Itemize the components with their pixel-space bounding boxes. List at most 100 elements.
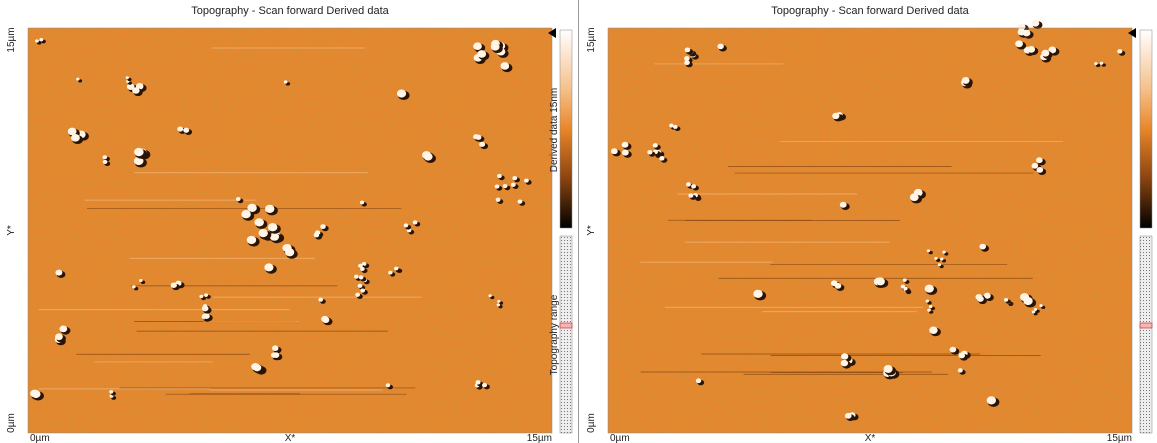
particle-highlight xyxy=(204,293,208,296)
particle-highlight xyxy=(835,283,842,289)
particle-highlight xyxy=(1015,40,1023,47)
particle-highlight xyxy=(503,184,508,188)
particle-highlight xyxy=(1036,157,1043,163)
scan-texture xyxy=(28,28,552,433)
particle-highlight xyxy=(1041,50,1049,57)
particle-highlight xyxy=(1023,297,1032,305)
particle-highlight xyxy=(359,275,364,279)
particle-highlight xyxy=(264,263,273,271)
particle-highlight xyxy=(199,295,203,298)
y-axis-label: 15µm xyxy=(586,27,597,52)
particle-highlight xyxy=(497,303,500,306)
particle-highlight xyxy=(841,353,848,359)
particle-highlight xyxy=(476,380,481,384)
particle-highlight xyxy=(354,275,359,279)
particle-highlight xyxy=(832,113,839,119)
particle-highlight xyxy=(202,306,209,312)
particle-highlight xyxy=(841,360,848,366)
particle-highlight xyxy=(394,267,398,271)
y-axis-label: Y* xyxy=(586,225,597,236)
particle-highlight xyxy=(942,251,945,254)
particle-highlight xyxy=(1027,46,1035,53)
y-axis-label: 0µm xyxy=(6,413,17,433)
y-axis-label: Y* xyxy=(6,225,17,236)
particle-highlight xyxy=(76,78,79,81)
particle-highlight xyxy=(1032,311,1035,314)
particle-highlight xyxy=(35,39,39,42)
particle-highlight xyxy=(273,352,279,358)
particle-highlight xyxy=(388,271,392,275)
particle-highlight xyxy=(55,270,62,276)
particle-highlight xyxy=(318,298,323,302)
particle-highlight xyxy=(253,364,261,371)
particle-highlight xyxy=(103,160,108,164)
particle-highlight xyxy=(265,205,274,213)
x-axis-label: 15µm xyxy=(1107,433,1132,443)
particle-highlight xyxy=(753,290,762,298)
particle-highlight xyxy=(102,155,107,159)
particle-highlight xyxy=(884,365,893,373)
particle-highlight xyxy=(241,210,250,218)
particle-highlight xyxy=(1100,62,1103,65)
particle-highlight xyxy=(903,278,907,281)
particle-highlight xyxy=(482,383,487,387)
particle-highlight xyxy=(496,198,501,202)
particle-highlight xyxy=(659,156,664,161)
x-axis-label: 15µm xyxy=(527,433,552,443)
particle-highlight xyxy=(132,285,136,288)
particle-highlight xyxy=(254,218,263,226)
particle-highlight xyxy=(314,233,320,238)
particle-highlight xyxy=(910,193,919,201)
afm-viewer: Topography - Scan forward Derived data15… xyxy=(0,0,1157,443)
particle-highlight xyxy=(320,224,326,229)
particle-highlight xyxy=(475,135,481,140)
particle-highlight xyxy=(688,193,693,197)
particle-highlight xyxy=(322,317,329,323)
x-axis-label: X* xyxy=(285,433,296,443)
particle-highlight xyxy=(622,142,629,148)
particle-highlight xyxy=(524,178,529,182)
y-axis-label: 0µm xyxy=(586,413,597,433)
particle-highlight xyxy=(473,42,482,50)
particle-highlight xyxy=(358,284,363,288)
particle-highlight xyxy=(360,288,365,292)
particle-highlight xyxy=(512,176,517,180)
range-label: Topography range xyxy=(549,294,560,375)
x-axis-label: X* xyxy=(865,433,876,443)
y-axis-label: 15µm xyxy=(6,27,17,52)
particle-highlight xyxy=(424,153,433,161)
particle-highlight xyxy=(386,383,391,387)
particle-highlight xyxy=(500,62,509,70)
particle-highlight xyxy=(126,76,129,79)
particle-highlight xyxy=(491,43,500,51)
colorbar-label: Derived data 15nm xyxy=(549,88,560,173)
particle-highlight xyxy=(1094,62,1097,65)
particle-highlight xyxy=(686,182,691,186)
particle-highlight xyxy=(31,390,40,398)
particle-highlight xyxy=(845,413,852,419)
particle-highlight xyxy=(109,390,113,393)
particle-highlight xyxy=(962,77,970,84)
particle-highlight xyxy=(177,126,183,131)
particle-highlight xyxy=(840,202,847,208)
particle-highlight xyxy=(497,300,500,303)
particle-highlight xyxy=(404,223,409,227)
particle-highlight xyxy=(495,184,500,188)
particle-highlight xyxy=(653,143,658,148)
particle-highlight xyxy=(171,282,177,287)
particle-highlight xyxy=(183,128,189,133)
particle-highlight xyxy=(139,279,143,282)
particle-highlight xyxy=(938,263,941,266)
particle-highlight xyxy=(684,60,690,65)
particle-highlight xyxy=(927,249,930,252)
particle-highlight xyxy=(926,300,929,303)
particle-highlight xyxy=(360,267,365,271)
particle-highlight xyxy=(1036,167,1043,173)
particle-highlight xyxy=(132,87,140,94)
particle-highlight xyxy=(518,200,523,204)
particle-highlight xyxy=(71,134,80,142)
particle-highlight xyxy=(987,396,996,404)
range-handle xyxy=(560,323,572,328)
x-axis-label: 0µm xyxy=(610,433,630,443)
particle-highlight xyxy=(929,305,932,308)
